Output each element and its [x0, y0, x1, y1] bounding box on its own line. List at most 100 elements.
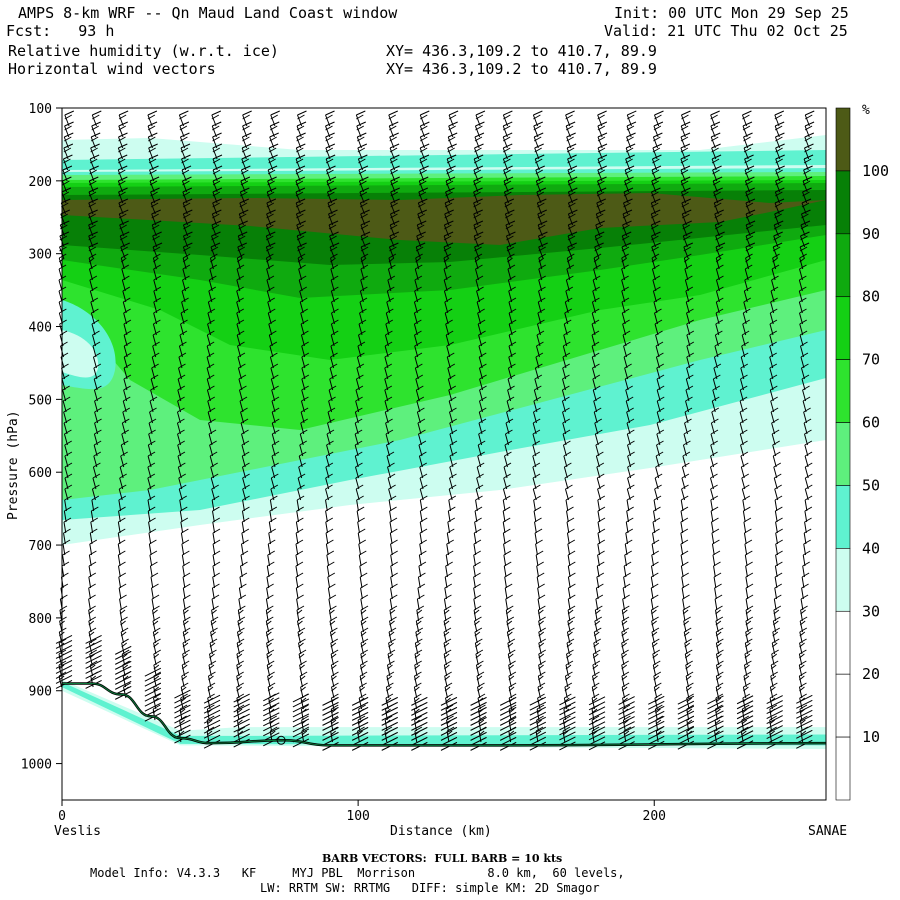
wind-barb-flag: [683, 620, 689, 626]
wind-barb-flag: [742, 319, 750, 325]
wind-barb-flag: [627, 440, 635, 446]
wind-barb-shaft: [298, 279, 303, 292]
wind-barb-flag: [538, 231, 548, 237]
wind-barb-flag: [799, 627, 808, 633]
wind-barb-flag: [567, 257, 573, 263]
wind-barb-flag: [745, 583, 754, 589]
wind-barb-flag: [771, 638, 780, 644]
wind-barb-flag: [715, 627, 724, 633]
wind-barb-flag: [358, 693, 367, 699]
wind-barb-flag: [712, 176, 723, 182]
wind-barb-shaft: [681, 587, 685, 600]
wind-barb-low: [55, 640, 73, 649]
wind-barb-flag: [597, 125, 606, 131]
station-marker: [276, 735, 286, 745]
wind-barb-flag: [444, 686, 451, 692]
wind-barb-flag: [507, 264, 516, 270]
wind-barb-flag: [148, 440, 156, 446]
wind-barb-shaft: [390, 587, 393, 600]
wind-barb-flag: [775, 561, 783, 567]
wind-barb-flag: [389, 609, 396, 615]
wind-barb-flag: [447, 517, 456, 523]
wind-barb-shaft: [147, 499, 151, 512]
wind-barb-flag: [685, 396, 693, 402]
wind-barb-flag: [443, 235, 452, 241]
wind-barb-low: [707, 730, 724, 740]
wind-barb-flag: [330, 253, 338, 259]
wind-barb-flag: [360, 242, 371, 248]
wind-barb-flag: [297, 631, 304, 637]
wind-barb-flag: [538, 627, 547, 633]
wind-barb-flag: [59, 605, 68, 611]
wind-barb-low: [233, 718, 250, 728]
wind-barb-flag: [182, 653, 188, 659]
wind-barb-flag: [447, 147, 455, 153]
wind-barb-flag: [207, 693, 215, 699]
wind-barb-flag: [118, 147, 126, 153]
wind-barb-flag: [651, 594, 659, 600]
wind-barb-flag: [682, 462, 690, 468]
wind-barb-flag: [325, 143, 336, 149]
wind-barb-low: [499, 721, 517, 731]
wind-barb-flag: [771, 642, 778, 648]
wind-barb-low: [648, 735, 665, 745]
wind-barb-flag: [716, 675, 722, 681]
wind-barb-flag: [360, 583, 368, 589]
wind-barb-low: [707, 725, 724, 735]
wind-barb-flag: [414, 708, 420, 714]
wind-barb-shaft: [564, 477, 569, 490]
wind-barb-flag: [267, 169, 276, 175]
wind-barb-shaft: [90, 301, 95, 314]
wind-barb-flag: [563, 440, 571, 446]
wind-barb-flag: [448, 396, 457, 402]
wind-barb-flag: [446, 730, 453, 736]
wind-barb-flag: [591, 341, 600, 347]
wind-barb-flag: [591, 730, 598, 736]
wind-barb-flag: [388, 264, 396, 270]
wind-barb-flag: [88, 187, 99, 193]
wind-barb-flag: [448, 110, 459, 116]
wind-barb-shaft: [296, 620, 301, 633]
wind-barb-flag: [475, 638, 483, 644]
wind-barb-flag: [799, 330, 808, 336]
wind-barb-shaft: [92, 345, 97, 358]
wind-barb-shaft: [389, 598, 393, 611]
wind-barb-shaft: [597, 554, 600, 567]
wind-barb-flag: [268, 528, 277, 534]
wind-barb-flag: [622, 704, 631, 710]
wind-barb-flag: [504, 583, 513, 589]
wind-barb-shaft: [715, 620, 719, 633]
wind-barb-low: [351, 721, 369, 731]
wind-barb-shaft: [299, 664, 303, 677]
wind-barb-flag: [651, 209, 661, 215]
wind-barb-shaft: [267, 686, 272, 699]
wind-barb-shaft: [622, 598, 625, 611]
wind-barb-shaft: [299, 290, 304, 303]
wind-barb-flag: [418, 440, 427, 446]
wind-barb-flag: [745, 224, 754, 230]
wind-barb-shaft: [63, 521, 67, 534]
wind-barb-flag: [473, 180, 481, 186]
wind-barb-flag: [88, 198, 98, 204]
wind-barb-flag: [532, 451, 541, 457]
wind-barb-flag: [651, 198, 661, 204]
wind-barb-flag: [270, 726, 278, 732]
wind-barb-flag: [800, 341, 808, 347]
wind-barb-low: [322, 706, 339, 716]
wind-barb-flag: [210, 627, 218, 633]
wind-barb-shaft: [770, 400, 775, 413]
wind-barb-flag: [59, 616, 67, 622]
wind-barb-flag: [181, 297, 189, 303]
wind-barb-flag: [181, 286, 190, 292]
wind-barb-flag: [328, 396, 336, 402]
wind-barb-flag: [210, 257, 216, 263]
wind-barb-flag: [271, 451, 280, 457]
wind-barb-flag: [712, 165, 722, 171]
wind-barb-shaft: [148, 543, 152, 556]
wind-barb-flag: [537, 213, 546, 219]
wind-barb-low: [115, 665, 132, 675]
wind-barb-flag: [711, 407, 720, 413]
wind-barb-flag: [179, 708, 186, 714]
wind-barb-flag: [446, 341, 454, 347]
wind-barb-flag: [181, 165, 192, 171]
